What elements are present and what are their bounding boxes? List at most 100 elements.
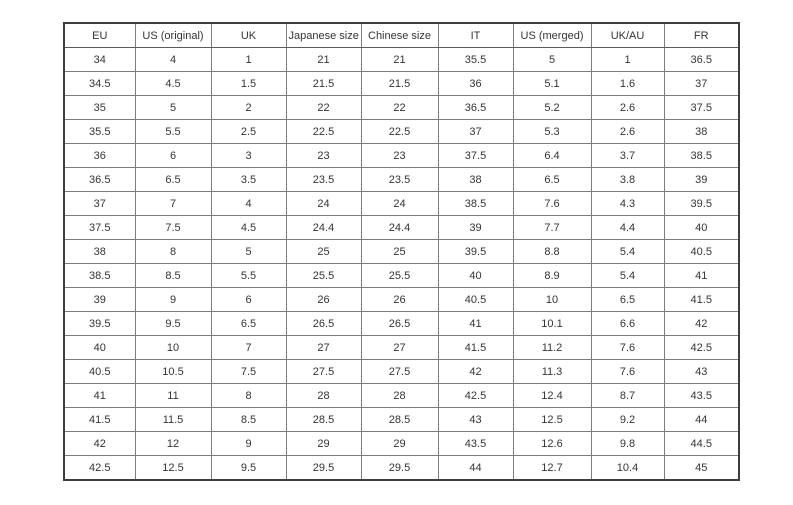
table-cell: 23.5 xyxy=(360,167,439,192)
table-cell: 36 xyxy=(63,143,136,168)
table-cell: 11 xyxy=(134,383,212,408)
table-cell: 2.5 xyxy=(210,119,287,144)
table-cell: 24 xyxy=(360,191,439,216)
table-cell: 6.5 xyxy=(210,311,287,336)
header-row: EU US (original) UK Japanese size Chinese si… xyxy=(63,22,740,48)
table-cell: 29 xyxy=(360,431,439,456)
table-cell: 6.5 xyxy=(590,287,665,312)
table-cell: 43 xyxy=(663,359,740,384)
table-cell: 42 xyxy=(437,359,514,384)
table-cell: 10 xyxy=(512,287,592,312)
table-cell: 9.5 xyxy=(210,455,287,481)
table-body: 34 4 1 21 21 35.5 5 1 36.5 34.5 4.5 1.5 21.5 21.5 36 5.… xyxy=(63,47,740,481)
table-cell: 38.5 xyxy=(63,263,136,288)
table-cell: 4 xyxy=(134,47,212,72)
table-cell: 2.6 xyxy=(590,119,665,144)
table-row: 37 7 4 24 24 38.5 7.6 4.3 39.5 xyxy=(63,191,740,216)
table-cell: 29.5 xyxy=(285,455,362,481)
table-cell: 36.5 xyxy=(63,167,136,192)
table-cell: 22.5 xyxy=(360,119,439,144)
column-header: UK/AU xyxy=(590,22,665,48)
table-row: 39 9 6 26 26 40.5 10 6.5 41.5 xyxy=(63,287,740,312)
table-cell: 7.6 xyxy=(512,191,592,216)
table-row: 35.5 5.5 2.5 22.5 22.5 37 5.3 2.6 38 xyxy=(63,119,740,144)
table-cell: 7 xyxy=(210,335,287,360)
table-cell: 8.5 xyxy=(210,407,287,432)
table-cell: 4.5 xyxy=(134,71,212,96)
table-row: 37.5 7.5 4.5 24.4 24.4 39 7.7 4.4 40 xyxy=(63,215,740,240)
table-cell: 36.5 xyxy=(437,95,514,120)
column-header: FR xyxy=(663,22,740,48)
table-cell: 6 xyxy=(134,143,212,168)
table-cell: 26.5 xyxy=(285,311,362,336)
table-cell: 8.5 xyxy=(134,263,212,288)
table-cell: 3.5 xyxy=(210,167,287,192)
table-cell: 8.9 xyxy=(512,263,592,288)
table-cell: 25 xyxy=(360,239,439,264)
table-cell: 39.5 xyxy=(663,191,740,216)
table-cell: 9.2 xyxy=(590,407,665,432)
table-row: 36.5 6.5 3.5 23.5 23.5 38 6.5 3.8 39 xyxy=(63,167,740,192)
table-cell: 5 xyxy=(210,239,287,264)
table-cell: 6.5 xyxy=(512,167,592,192)
table-cell: 2.6 xyxy=(590,95,665,120)
table-cell: 21.5 xyxy=(285,71,362,96)
table-cell: 27 xyxy=(285,335,362,360)
table-cell: 37 xyxy=(663,71,740,96)
table-cell: 5 xyxy=(512,47,592,72)
table-cell: 41 xyxy=(663,263,740,288)
table-cell: 5.5 xyxy=(210,263,287,288)
table-cell: 7.6 xyxy=(590,335,665,360)
table-cell: 1 xyxy=(590,47,665,72)
table-cell: 11.3 xyxy=(512,359,592,384)
table-cell: 5.3 xyxy=(512,119,592,144)
table-cell: 26 xyxy=(360,287,439,312)
table-cell: 9.5 xyxy=(134,311,212,336)
table-cell: 39.5 xyxy=(63,311,136,336)
table-cell: 7.5 xyxy=(134,215,212,240)
table-cell: 29 xyxy=(285,431,362,456)
table-cell: 43.5 xyxy=(663,383,740,408)
table-cell: 27 xyxy=(360,335,439,360)
table-cell: 12.6 xyxy=(512,431,592,456)
table-row: 40 10 7 27 27 41.5 11.2 7.6 42.5 xyxy=(63,335,740,360)
column-header: Japanese size xyxy=(285,22,362,48)
table-cell: 42.5 xyxy=(663,335,740,360)
column-header: US (original) xyxy=(134,22,212,48)
table-cell: 28.5 xyxy=(285,407,362,432)
table-cell: 25.5 xyxy=(360,263,439,288)
table-cell: 6.4 xyxy=(512,143,592,168)
table-cell: 12.5 xyxy=(512,407,592,432)
table-cell: 10.1 xyxy=(512,311,592,336)
table-cell: 38 xyxy=(663,119,740,144)
table-cell: 41.5 xyxy=(63,407,136,432)
table-cell: 6.6 xyxy=(590,311,665,336)
table-cell: 43 xyxy=(437,407,514,432)
table-cell: 6.5 xyxy=(134,167,212,192)
table-cell: 6 xyxy=(210,287,287,312)
table-cell: 41 xyxy=(437,311,514,336)
table-cell: 7 xyxy=(134,191,212,216)
table-cell: 2 xyxy=(210,95,287,120)
table-cell: 5.4 xyxy=(590,239,665,264)
table-cell: 44 xyxy=(663,407,740,432)
table-cell: 7.7 xyxy=(512,215,592,240)
table-cell: 7.5 xyxy=(210,359,287,384)
table-cell: 5 xyxy=(134,95,212,120)
table-row: 36 6 3 23 23 37.5 6.4 3.7 38.5 xyxy=(63,143,740,168)
table-cell: 40 xyxy=(663,215,740,240)
table-cell: 36.5 xyxy=(663,47,740,72)
table-cell: 27.5 xyxy=(360,359,439,384)
column-header: UK xyxy=(210,22,287,48)
table-cell: 26.5 xyxy=(360,311,439,336)
table-cell: 11.5 xyxy=(134,407,212,432)
table-cell: 35.5 xyxy=(63,119,136,144)
table-cell: 39 xyxy=(437,215,514,240)
table-cell: 4 xyxy=(210,191,287,216)
table-cell: 1 xyxy=(210,47,287,72)
table-cell: 5.5 xyxy=(134,119,212,144)
table-cell: 28 xyxy=(360,383,439,408)
table-cell: 37.5 xyxy=(63,215,136,240)
table-cell: 23.5 xyxy=(285,167,362,192)
table-cell: 28.5 xyxy=(360,407,439,432)
